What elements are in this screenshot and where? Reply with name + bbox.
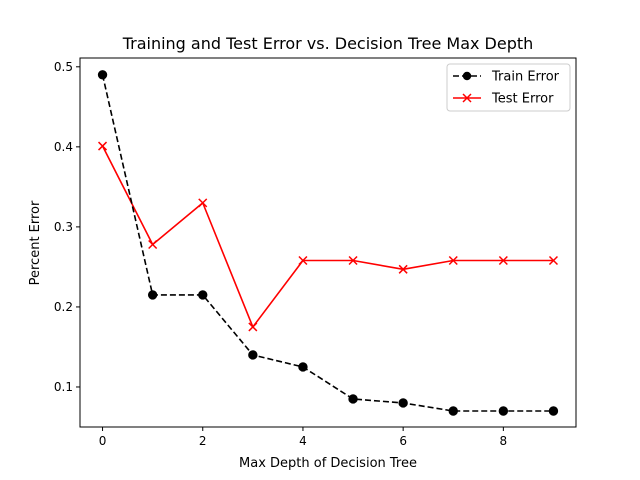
test-error-point: [548, 255, 558, 266]
y-tick-label: 0.3: [54, 220, 73, 234]
legend-label-train-error: Train Error: [491, 70, 560, 85]
x-marker-stroke: [98, 141, 108, 151]
x-marker-stroke: [348, 255, 358, 266]
train-error-point: [248, 350, 258, 360]
x-tick-label: 8: [500, 434, 508, 448]
x-tick-label: 0: [99, 434, 107, 448]
x-marker-stroke: [198, 198, 208, 208]
train-error-point: [448, 406, 458, 416]
train-error-point: [398, 398, 408, 408]
test-error-point: [248, 322, 258, 332]
test-error-point: [398, 264, 408, 274]
y-axis-ticks: 0.1 0.2 0.3 0.4 0.5: [54, 60, 80, 394]
x-marker-stroke: [298, 255, 308, 266]
train-error-point: [97, 70, 108, 80]
test-error-line: [101, 145, 554, 328]
y-tick-label: 0.4: [54, 140, 73, 154]
y-axis-label: Percent Error: [28, 200, 43, 285]
test-error-point: [198, 198, 208, 208]
test-error-point: [298, 255, 308, 266]
x-marker-stroke: [148, 239, 158, 250]
test-error-point: [148, 239, 158, 250]
plot-area: [97, 70, 559, 416]
y-tick-label: 0.5: [54, 60, 73, 74]
test-error-point: [348, 255, 358, 266]
legend-box: [446, 63, 571, 112]
x-axis-ticks: 0 2 4 6 8: [99, 427, 507, 448]
x-marker-stroke: [248, 322, 258, 332]
train-error-line: [101, 74, 554, 412]
legend-marker-test-error: [462, 93, 472, 103]
legend: Train Error Test Error: [446, 63, 571, 112]
train-error-point: [198, 290, 208, 300]
x-marker-stroke: [398, 264, 408, 274]
legend-marker-train-error: [462, 71, 472, 81]
axes-frame: [79, 57, 577, 428]
x-marker-stroke: [548, 255, 558, 266]
test-error-point: [98, 141, 108, 151]
test-error-point: [448, 255, 458, 266]
train-error-point: [147, 290, 158, 300]
x-marker-stroke: [462, 93, 472, 103]
x-tick-label: 4: [299, 434, 307, 448]
x-marker-stroke: [498, 255, 508, 266]
train-error-point: [498, 406, 509, 416]
x-tick-label: 6: [399, 434, 407, 448]
x-marker-stroke: [448, 255, 458, 266]
train-error-point: [348, 394, 358, 404]
legend-label-test-error: Test Error: [491, 92, 554, 107]
x-axis-label: Max Depth of Decision Tree: [239, 456, 417, 471]
chart-title: Training and Test Error vs. Decision Tre…: [122, 34, 534, 53]
legend-item-test-error: Test Error: [453, 92, 554, 107]
y-tick-label: 0.1: [54, 380, 73, 394]
train-error-point: [298, 362, 308, 372]
test-error-point: [498, 255, 508, 266]
x-tick-label: 2: [199, 434, 207, 448]
train-error-point: [548, 406, 559, 416]
y-tick-label: 0.2: [54, 300, 73, 314]
legend-item-train-error: Train Error: [453, 70, 560, 85]
